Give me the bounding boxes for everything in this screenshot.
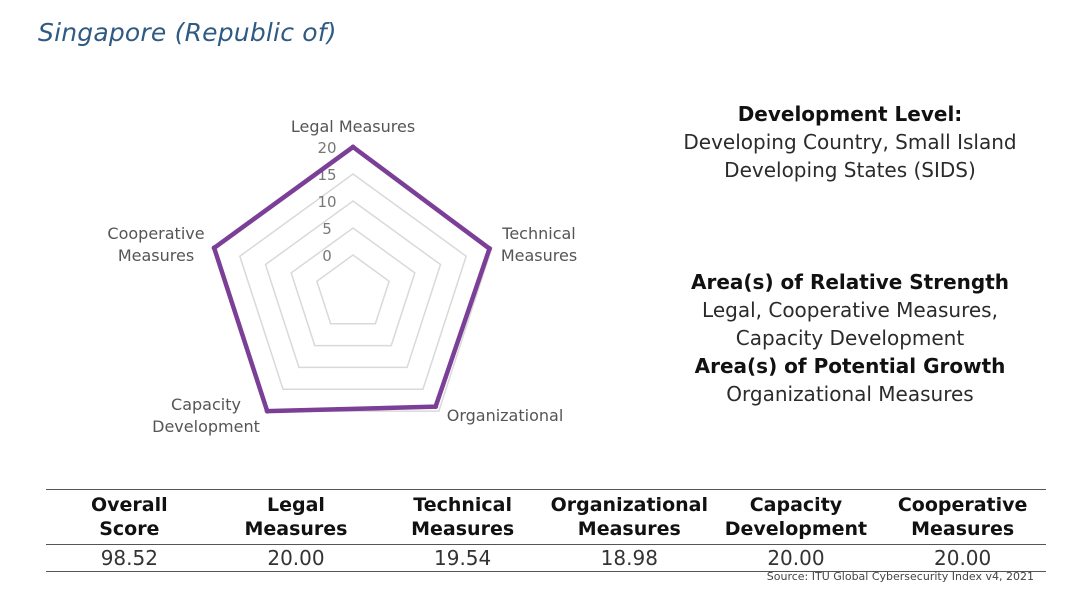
page-title: Singapore (Republic of)	[38, 18, 337, 47]
header-overall-score: Overall Score	[46, 489, 213, 545]
header-legal-measures: Legal Measures	[212, 489, 380, 545]
development-heading: Development Level:	[737, 102, 963, 126]
data-point-4	[211, 245, 217, 251]
cell-organizational-measures: 18.98	[545, 544, 713, 572]
tick-label-20: 20	[317, 139, 336, 157]
table-header-row: Overall Score Legal Measures Technical Meas…	[46, 489, 1046, 545]
grid-ring-0	[315, 254, 391, 325]
development-line-1: Developing Country, Small Island	[683, 130, 1017, 154]
strength-growth-block: Area(s) of Relative Strength Legal, Coop…	[660, 268, 1040, 408]
data-point-2	[433, 404, 439, 410]
axis-label-2: Organizational	[447, 406, 564, 425]
data-point-3	[264, 408, 270, 414]
strength-line-2: Capacity Development	[735, 326, 965, 350]
tick-label-10: 10	[317, 193, 336, 211]
header-cooperative-measures: Cooperative Measures	[879, 489, 1046, 545]
growth-heading: Area(s) of Potential Growth	[694, 354, 1006, 378]
cell-capacity-development: 20.00	[712, 544, 880, 572]
axis-label-0: Legal Measures	[291, 117, 415, 136]
strength-heading: Area(s) of Relative Strength	[691, 270, 1009, 294]
score-table: Overall Score Legal Measures Technical Meas…	[46, 489, 1046, 572]
axis-label-4: Cooperative Measures	[107, 224, 204, 265]
header-capacity-development: Capacity Development	[712, 489, 880, 545]
cell-legal-measures: 20.00	[212, 544, 380, 572]
grid-ring-10	[264, 200, 442, 369]
cell-technical-measures: 19.54	[379, 544, 546, 572]
data-point-1	[486, 246, 492, 252]
grid-ring-15	[238, 173, 468, 391]
growth-line-1: Organizational Measures	[726, 382, 974, 406]
table-row: 98.52 20.00 19.54 18.98 20.00 20.00	[46, 544, 1046, 572]
axis-label-3: Capacity Development	[152, 395, 260, 436]
header-technical-measures: Technical Measures	[379, 489, 546, 545]
strength-line-1: Legal, Cooperative Measures,	[702, 298, 998, 322]
source-note: Source: ITU Global Cybersecurity Index v…	[766, 570, 1034, 583]
axis-label-1: Technical Measures	[501, 224, 577, 265]
grid-ring-5	[290, 227, 416, 347]
header-organizational-measures: Organizational Measures	[545, 489, 713, 545]
series-polygon	[211, 144, 492, 414]
cell-cooperative-measures: 20.00	[879, 544, 1046, 572]
data-point-0	[350, 144, 356, 150]
development-line-2: Developing States (SIDS)	[724, 158, 976, 182]
tick-label-0: 0	[322, 247, 332, 265]
tick-label-5: 5	[322, 220, 332, 238]
cell-overall-score: 98.52	[46, 544, 213, 572]
development-level-block: Development Level: Developing Country, S…	[660, 100, 1040, 184]
